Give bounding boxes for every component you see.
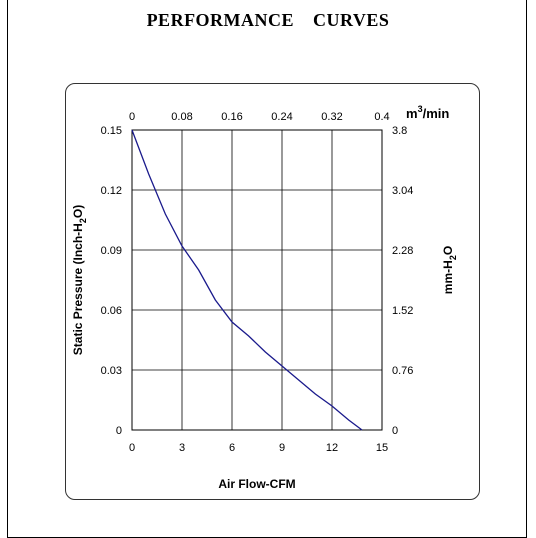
right-axis-label-base: mm-H [441,260,455,294]
y-tick-label: 0.09 [101,245,122,257]
right-axis-label-end: O [441,246,455,255]
y-tick-label: 0.06 [101,305,122,317]
right-axis-label-sub: 2 [448,255,458,260]
y-axis-label-end: O) [71,205,85,218]
x2-tick-label: 0.32 [321,111,342,123]
x-tick-label: 15 [376,442,388,454]
chart-panel [65,83,480,500]
y-tick-label: 0.03 [101,365,122,377]
grid-layer [132,130,382,430]
x2-tick-label: 0.08 [171,111,192,123]
y2-tick-label: 1.52 [392,305,413,317]
y-axis-label: Static Pressure (Inch-H2O) [71,205,88,355]
page-title: PERFORMANCE CURVES [146,10,390,30]
plot-border [131,129,383,431]
x-axis-label: Air Flow-CFM [218,477,295,491]
top-axis-label: m3/min [406,104,449,121]
y2-tick-label: 0.76 [392,365,413,377]
x2-tick-label: 0 [129,111,135,123]
x2-tick-label: 0.24 [271,111,292,123]
x-tick-label: 9 [279,442,285,454]
y2-tick-label: 3.04 [392,185,413,197]
x-tick-label: 3 [179,442,185,454]
y-axis-label-sub: 2 [78,218,88,223]
x-tick-label: 12 [326,442,338,454]
performance-curve [131,129,363,431]
x2-tick-label: 0.16 [221,111,242,123]
x2-tick-label: 0.4 [374,111,389,123]
top-axis-label-sup: 3 [418,104,423,114]
top-axis-label-base: m [406,106,418,121]
y-tick-label: 0.15 [101,125,122,137]
y-axis-label-base: Static Pressure (Inch-H [71,223,85,355]
y2-tick-label: 0 [392,425,398,437]
y-tick-label: 0.12 [101,185,122,197]
top-axis-label-end: /min [423,106,450,121]
right-axis-label: mm-H2O [441,246,458,294]
x-tick-label: 0 [129,442,135,454]
x-tick-label: 6 [229,442,235,454]
y-tick-label: 0 [116,425,122,437]
y2-tick-label: 2.28 [392,245,413,257]
y2-tick-label: 3.8 [392,125,407,137]
